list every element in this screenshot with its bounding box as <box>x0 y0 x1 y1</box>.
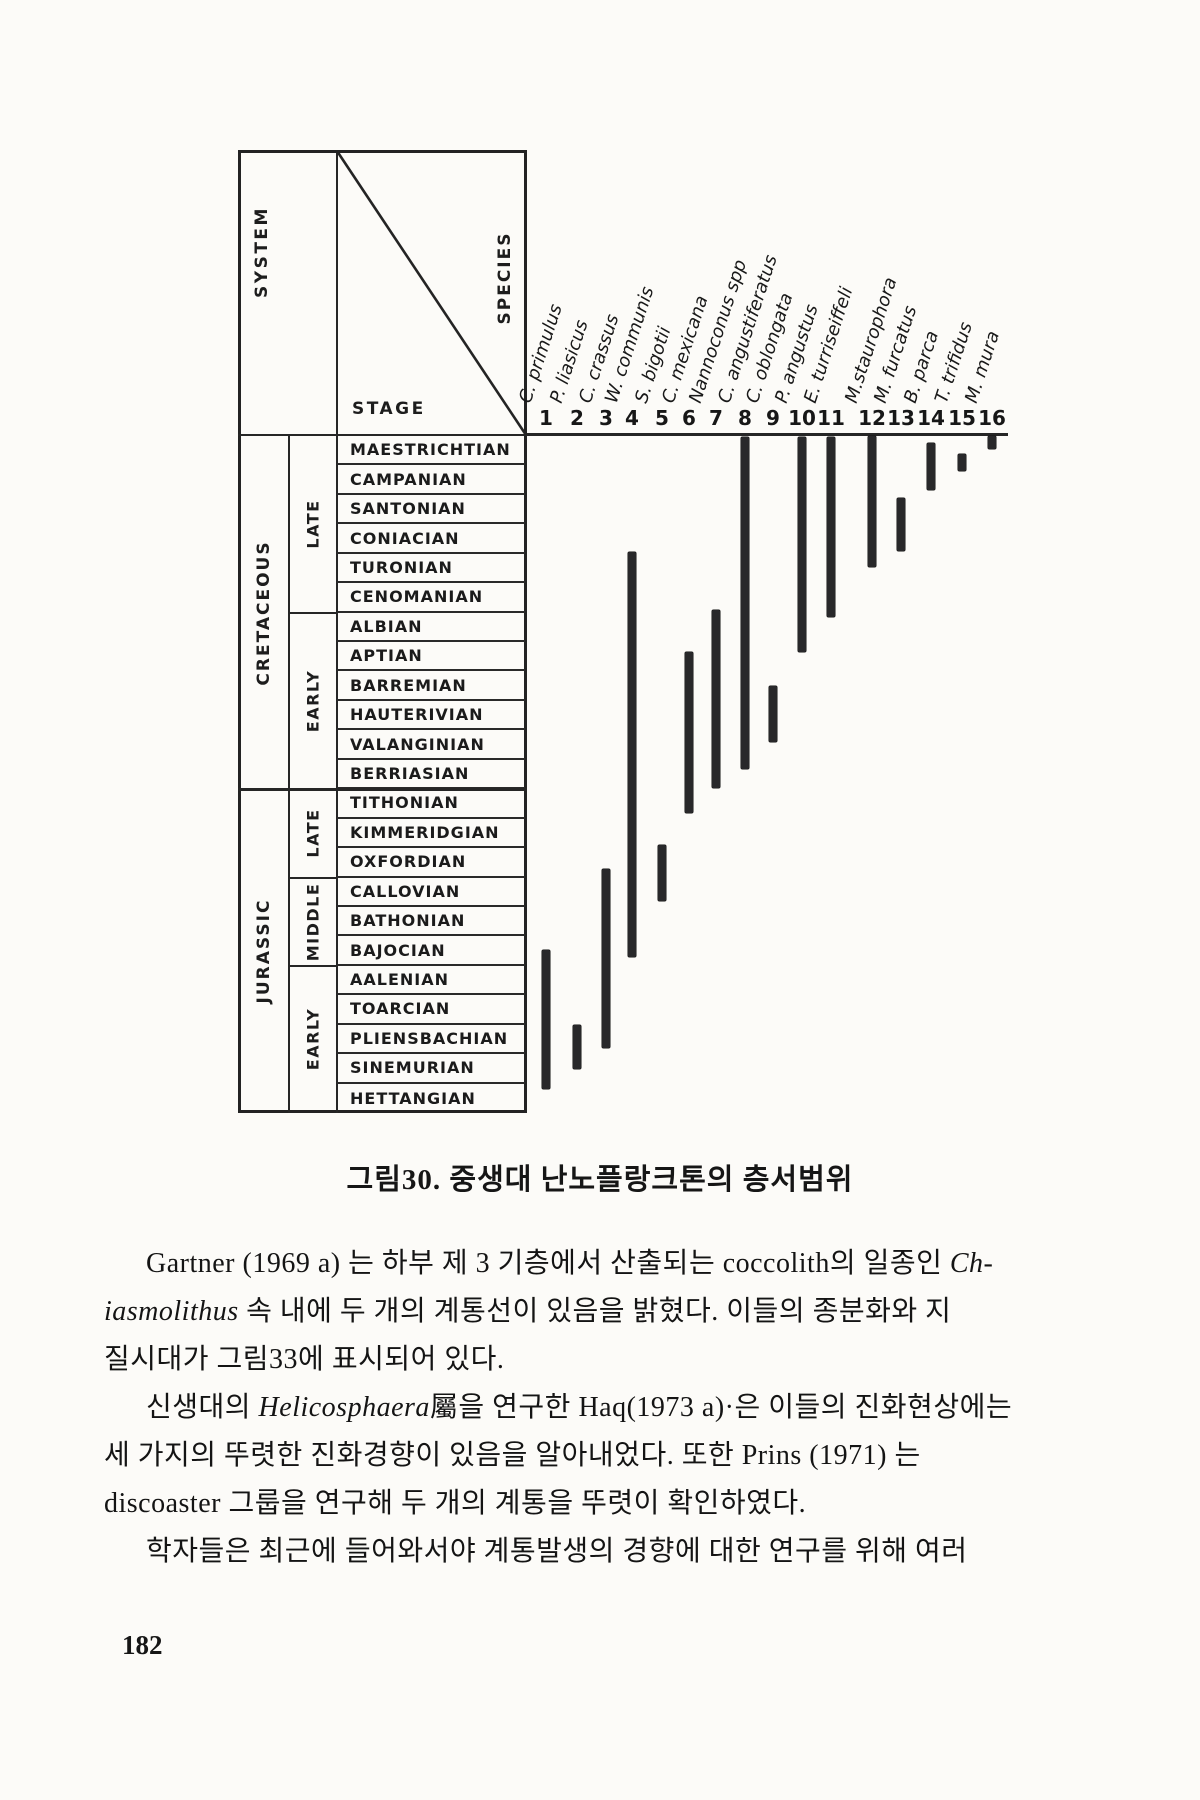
stage-row-barremian: BARREMIAN <box>337 671 525 701</box>
range-bar-1 <box>542 949 550 1090</box>
figure-caption: 그림30. 중생대 난노플랑크톤의 층서범위 <box>346 1164 854 1196</box>
body-run-italic: Helicosphaera <box>258 1392 430 1423</box>
range-bar-14 <box>927 443 935 491</box>
range-bar-12 <box>868 436 876 567</box>
body-line-1: Gartner (1969 a) 는 하부 제 3 기층에서 산출되는 cocc… <box>104 1240 1114 1288</box>
system-label-cretaceous: CRETACEOUS <box>254 539 274 686</box>
epoch-label-late-0: LATE <box>303 499 322 549</box>
stage-row-aptian: APTIAN <box>337 642 525 672</box>
range-chart-figure: SYSTEM SPECIES STAGE MAESTRICHTIAN CAMPAN… <box>238 150 1008 1113</box>
species-number-4: 4 <box>625 406 639 430</box>
species-number-6: 6 <box>682 406 696 430</box>
species-number-5: 5 <box>655 406 669 430</box>
epoch-label-early-4: EARLY <box>303 1008 322 1071</box>
species-number-1: 1 <box>539 406 553 430</box>
stage-row-maestrichtian: MAESTRICHTIAN <box>337 436 525 466</box>
species-number-12: 12 <box>858 406 886 430</box>
body-run: 속 내에 두 개의 계통선이 있음을 밝혔다. 이들의 종분화와 지 <box>238 1296 952 1327</box>
stage-row-pliensbachian: PLIENSBACHIAN <box>337 1025 525 1055</box>
range-bar-8 <box>741 437 749 769</box>
range-bar-9 <box>769 686 777 743</box>
stage-row-callovian: CALLOVIAN <box>337 878 525 907</box>
stage-row-toarcian: TOARCIAN <box>337 995 525 1025</box>
header-bottom-line <box>238 434 527 436</box>
header-stage-label: STAGE <box>352 399 426 419</box>
range-bar-15 <box>958 453 966 472</box>
stage-row-sinemurian: SINEMURIAN <box>337 1054 525 1084</box>
body-run: 屬을 연구한 Haq(1973 a)·은 이들의 진화현상에는 <box>429 1392 1013 1423</box>
stage-row-coniacian: CONIACIAN <box>337 524 525 554</box>
stage-row-tithonian: TITHONIAN <box>337 789 525 819</box>
stage-row-kimmeridgian: KIMMERIDGIAN <box>337 819 525 849</box>
body-run: 세 가지의 뚜렷한 진화경향이 있음을 알아내었다. 또한 Prins (197… <box>104 1440 921 1471</box>
species-number-16: 16 <box>978 406 1006 430</box>
range-bar-5 <box>658 845 666 902</box>
stage-row-hettangian: HETTANGIAN <box>350 1088 476 1108</box>
species-number-9: 9 <box>766 406 780 430</box>
body-run-italic: iasmolithus <box>104 1296 239 1327</box>
system-boundary-line <box>238 788 527 791</box>
body-line-5: 세 가지의 뚜렷한 진화경향이 있음을 알아내었다. 또한 Prins (197… <box>104 1432 1114 1480</box>
body-run-italic: Ch- <box>949 1248 994 1279</box>
species-number-10: 10 <box>788 406 816 430</box>
epoch-boundary-line <box>288 611 337 614</box>
body-run: Gartner (1969 a) 는 하부 제 3 기층에서 산출되는 cocc… <box>146 1248 950 1279</box>
system-label-jurassic: JURASSIC <box>254 898 274 1004</box>
chart-top-line <box>527 433 1008 436</box>
body-line-6: discoaster 그룹을 연구해 두 개의 계통을 뚜렷이 확인하였다. <box>104 1480 1114 1528</box>
stage-row-cenomanian: CENOMANIAN <box>337 583 525 613</box>
epoch-label-late-2: LATE <box>303 808 322 858</box>
epoch-label-middle-3: MIDDLE <box>303 882 322 961</box>
stage-row-berriasian: BERRIASIAN <box>337 760 525 790</box>
header-diagonal-line <box>336 150 527 436</box>
stage-row-turonian: TURONIAN <box>337 554 525 584</box>
stage-row-oxfordian: OXFORDIAN <box>337 848 525 878</box>
range-bar-6 <box>685 652 693 813</box>
stage-row-campanian: CAMPANIAN <box>337 465 525 495</box>
range-bar-13 <box>897 497 905 551</box>
stage-row-bajocian: BAJOCIAN <box>337 936 525 966</box>
stage-row-bathonian: BATHONIAN <box>337 907 525 937</box>
species-number-14: 14 <box>917 406 945 430</box>
species-number-11: 11 <box>817 406 845 430</box>
column-divider-epoch <box>288 435 290 1113</box>
species-number-8: 8 <box>738 406 752 430</box>
range-bar-2 <box>573 1024 581 1069</box>
stage-row-santonian: SANTONIAN <box>337 495 525 525</box>
body-run: 신생대의 <box>146 1392 259 1423</box>
stage-row-valanginian: VALANGINIAN <box>337 730 525 760</box>
page-number: 182 <box>122 1630 163 1660</box>
range-bar-7 <box>712 609 720 788</box>
range-bar-3 <box>602 868 610 1049</box>
range-bar-16 <box>988 436 996 450</box>
species-number-15: 15 <box>948 406 976 430</box>
species-number-13: 13 <box>887 406 915 430</box>
body-line-7: 학자들은 최근에 들어와서야 계통발생의 경향에 대한 연구를 위해 여러 <box>104 1528 1114 1576</box>
species-number-3: 3 <box>599 406 613 430</box>
body-line-2: iasmolithus 속 내에 두 개의 계통선이 있음을 밝혔다. 이들의 … <box>104 1288 1114 1336</box>
body-line-4: 신생대의 Helicosphaera屬을 연구한 Haq(1973 a)·은 이… <box>104 1384 1114 1432</box>
range-bar-11 <box>827 437 835 618</box>
epoch-boundary-line <box>288 876 337 879</box>
stage-row-albian: ALBIAN <box>337 613 525 643</box>
stage-row-aalenian: AALENIAN <box>337 966 525 996</box>
body-run: discoaster 그룹을 연구해 두 개의 계통을 뚜렷이 확인하였다. <box>104 1488 807 1519</box>
header-species-label: SPECIES <box>495 231 515 325</box>
header-system-label: SYSTEM <box>252 206 272 298</box>
body-line-3: 질시대가 그림33에 표시되어 있다. <box>104 1336 1114 1384</box>
stage-row-hauterivian: HAUTERIVIAN <box>337 701 525 731</box>
range-bar-10 <box>798 437 806 653</box>
species-number-2: 2 <box>570 406 584 430</box>
range-bar-4 <box>628 552 636 957</box>
table-outer-border <box>238 150 527 1113</box>
body-text: Gartner (1969 a) 는 하부 제 3 기층에서 산출되는 cocc… <box>104 1240 1114 1576</box>
body-run: 질시대가 그림33에 표시되어 있다. <box>104 1344 505 1375</box>
epoch-boundary-line <box>288 964 337 967</box>
column-divider-stage <box>336 150 338 1113</box>
body-run: 학자들은 최근에 들어와서야 계통발생의 경향에 대한 연구를 위해 여러 <box>146 1536 968 1567</box>
epoch-label-early-1: EARLY <box>303 669 322 733</box>
species-number-7: 7 <box>709 406 723 430</box>
